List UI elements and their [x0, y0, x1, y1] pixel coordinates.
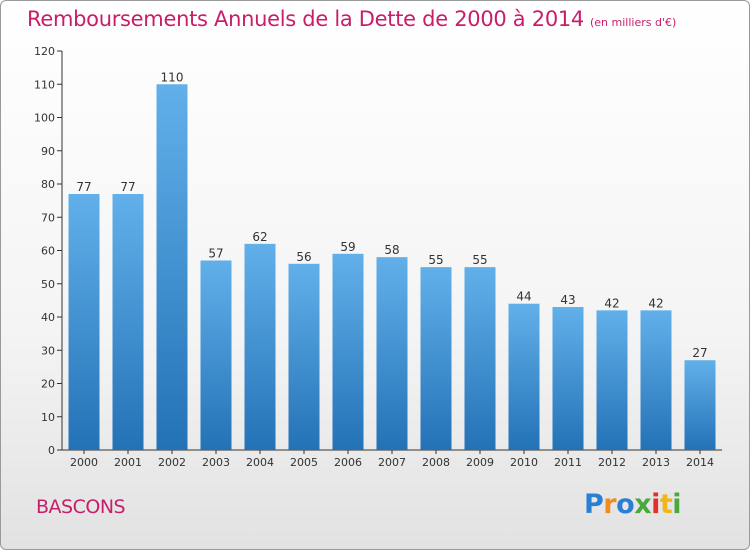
x-tick-label: 2012: [598, 456, 626, 469]
bar-2011: [552, 307, 584, 450]
bar-2010: [508, 303, 540, 450]
logo-letter: t: [659, 489, 673, 520]
x-tick-label: 2003: [202, 456, 230, 469]
x-tick-label: 2007: [378, 456, 406, 469]
bar-2012: [596, 310, 628, 450]
bar-value-label: 57: [208, 246, 223, 260]
y-tick-label: 10: [41, 411, 55, 424]
bar-2008: [420, 267, 452, 450]
bar-value-label: 42: [604, 296, 619, 310]
logo-letter: i: [672, 489, 682, 520]
bar-value-label: 42: [648, 296, 663, 310]
x-tick-label: 2005: [290, 456, 318, 469]
x-tick-label: 2006: [334, 456, 362, 469]
x-tick-label: 2000: [70, 456, 98, 469]
x-tick-label: 2011: [554, 456, 582, 469]
bar-value-label: 56: [296, 250, 311, 264]
logo-letter: r: [603, 489, 617, 520]
logo-letter: o: [616, 489, 635, 520]
chart-subtitle: (en milliers d'€): [590, 16, 677, 29]
bar-2001: [112, 193, 144, 450]
bar-value-label: 55: [472, 253, 487, 267]
chart-title-text: Remboursements Annuels de la Dette de 20…: [27, 7, 584, 31]
bar-value-label: 58: [384, 243, 399, 257]
y-tick-label: 60: [41, 245, 55, 258]
bar-value-label: 43: [560, 293, 575, 307]
x-tick-label: 2002: [158, 456, 186, 469]
bar-2014: [684, 360, 716, 450]
y-tick-label: 50: [41, 278, 55, 291]
bar-value-label: 27: [692, 346, 707, 360]
y-axis: 0 10 20 30 40 50 60 70 80 90 100 110 120: [34, 45, 63, 457]
bar-value-label: 44: [516, 290, 531, 304]
bar-2004: [244, 243, 276, 450]
bar-value-label: 77: [76, 180, 91, 194]
bar-value-label: 110: [161, 70, 184, 84]
x-tick-label: 2014: [686, 456, 714, 469]
bar-2007: [376, 257, 408, 450]
x-tick-label: 2004: [246, 456, 274, 469]
y-tick-label: 120: [34, 45, 55, 58]
y-tick-label: 30: [41, 344, 55, 357]
bar-2002: [156, 84, 188, 450]
y-tick-label: 100: [34, 112, 55, 125]
bar-data-labels: 77 77 110 57 62 56 59 58 55 55 44 43 42 42 27: [76, 70, 707, 360]
proxiti-logo[interactable]: Proxiti: [584, 489, 682, 520]
bar-value-label: 62: [252, 230, 267, 244]
bar-2013: [640, 310, 672, 450]
bar-2006: [332, 253, 364, 450]
x-tick-label: 2009: [466, 456, 494, 469]
x-tick-label: 2001: [114, 456, 142, 469]
location-name: BASCONS: [36, 496, 126, 518]
bar-2005: [288, 263, 320, 450]
y-tick-label: 90: [41, 145, 55, 158]
y-tick-label: 70: [41, 211, 55, 224]
logo-letter: P: [584, 489, 604, 520]
x-tick-label: 2013: [642, 456, 670, 469]
bar-series: [68, 84, 716, 450]
x-tick-label: 2010: [510, 456, 538, 469]
x-tick-label: 2008: [422, 456, 450, 469]
logo-letter: x: [634, 489, 652, 520]
bar-2000: [68, 193, 100, 450]
y-tick-label: 80: [41, 178, 55, 191]
bar-2003: [200, 260, 232, 450]
x-axis: 2000 2001 2002 2003 2004 2005 2006 2007 2008 2009…: [62, 449, 722, 469]
bar-value-label: 77: [120, 180, 135, 194]
y-tick-label: 110: [34, 78, 55, 91]
bar-2009: [464, 267, 496, 450]
y-tick-label: 20: [41, 378, 55, 391]
chart-title: Remboursements Annuels de la Dette de 20…: [27, 7, 676, 31]
logo-letter: i: [651, 489, 660, 520]
bar-value-label: 59: [340, 240, 355, 254]
y-tick-label: 0: [48, 444, 55, 457]
bar-value-label: 55: [428, 253, 443, 267]
y-tick-label: 40: [41, 311, 55, 324]
